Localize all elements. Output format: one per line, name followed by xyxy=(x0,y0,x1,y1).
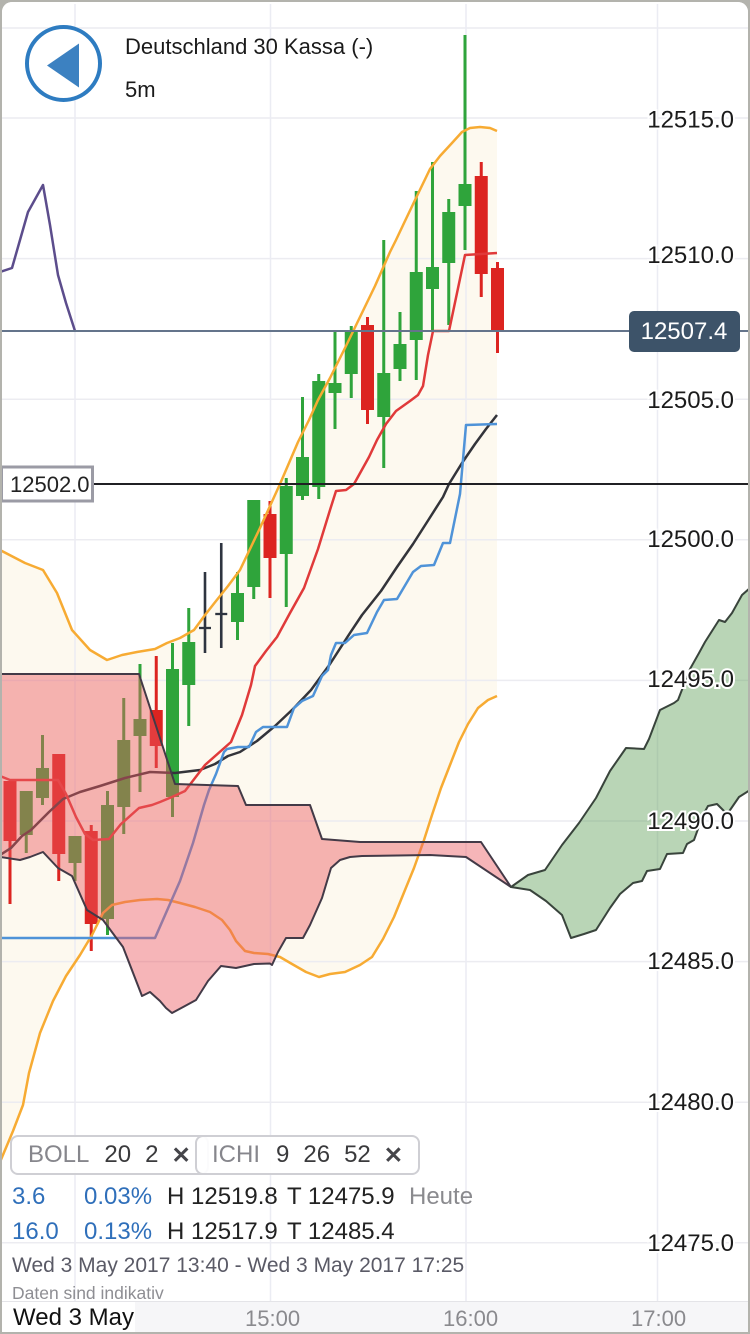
svg-text:12505.0: 12505.0 xyxy=(647,387,734,414)
svg-text:12502.0: 12502.0 xyxy=(10,472,90,497)
svg-text:12500.0: 12500.0 xyxy=(647,526,734,553)
svg-text:12480.0: 12480.0 xyxy=(647,1089,734,1116)
svg-text:12485.0: 12485.0 xyxy=(647,948,734,975)
svg-text:12515.0: 12515.0 xyxy=(647,107,734,134)
svg-text:12507.4: 12507.4 xyxy=(641,318,728,345)
svg-text:12495.0: 12495.0 xyxy=(647,666,734,693)
svg-text:12475.0: 12475.0 xyxy=(647,1230,734,1257)
svg-text:12510.0: 12510.0 xyxy=(647,242,734,269)
svg-text:12490.0: 12490.0 xyxy=(647,808,734,835)
